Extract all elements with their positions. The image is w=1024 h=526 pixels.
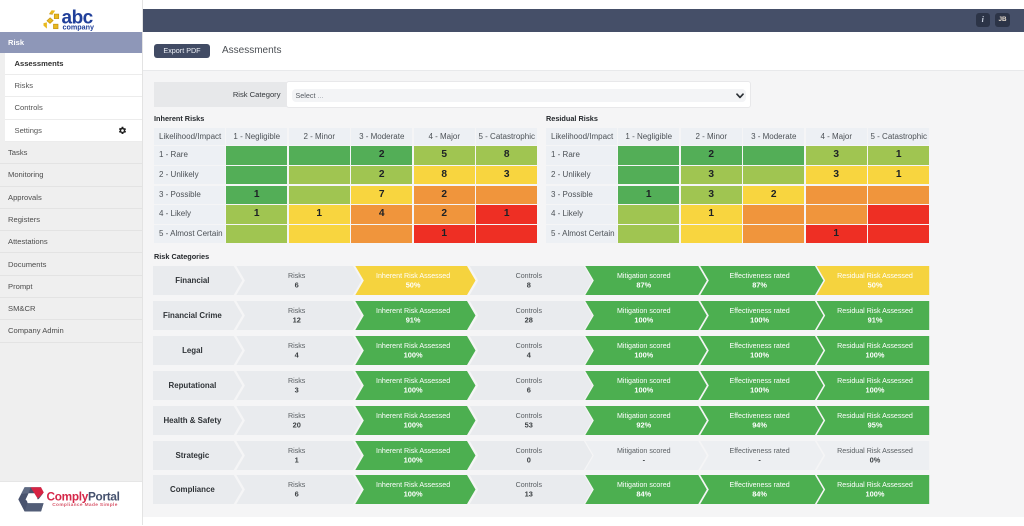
svg-text:Inherent Risk Assessed: Inherent Risk Assessed xyxy=(376,377,450,385)
svg-text:Residual Risk Assessed: Residual Risk Assessed xyxy=(837,412,913,420)
svg-text:6: 6 xyxy=(295,281,299,290)
svg-text:Controls: Controls xyxy=(516,342,543,350)
svg-text:Mitigation scored: Mitigation scored xyxy=(617,272,671,280)
svg-text:Controls: Controls xyxy=(516,447,543,455)
svg-text:87%: 87% xyxy=(752,281,767,290)
svg-text:Compliance Made Simple: Compliance Made Simple xyxy=(52,502,118,508)
svg-text:Controls: Controls xyxy=(516,412,543,420)
svg-text:100%: 100% xyxy=(634,350,653,359)
svg-text:100%: 100% xyxy=(404,420,423,429)
svg-text:95%: 95% xyxy=(868,420,883,429)
svg-text:Inherent Risk Assessed: Inherent Risk Assessed xyxy=(376,412,450,420)
svg-text:Risks: Risks xyxy=(288,307,306,315)
svg-text:abc: abc xyxy=(62,8,94,29)
svg-text:ComplyPortal: ComplyPortal xyxy=(47,489,120,503)
svg-text:3: 3 xyxy=(295,385,299,394)
svg-text:Risks: Risks xyxy=(288,377,306,385)
svg-text:94%: 94% xyxy=(752,420,767,429)
svg-text:53: 53 xyxy=(525,420,533,429)
svg-text:Financial Crime: Financial Crime xyxy=(163,311,222,320)
svg-text:91%: 91% xyxy=(868,315,883,324)
svg-text:Risks: Risks xyxy=(288,342,306,350)
svg-text:Effectiveness rated: Effectiveness rated xyxy=(729,307,789,315)
svg-text:100%: 100% xyxy=(404,490,423,499)
svg-text:Residual Risk Assessed: Residual Risk Assessed xyxy=(837,272,913,280)
svg-text:100%: 100% xyxy=(750,385,769,394)
svg-text:100%: 100% xyxy=(866,490,885,499)
svg-text:Mitigation scored: Mitigation scored xyxy=(617,412,671,420)
svg-text:100%: 100% xyxy=(750,315,769,324)
svg-text:Mitigation scored: Mitigation scored xyxy=(617,342,671,350)
svg-text:Mitigation scored: Mitigation scored xyxy=(617,447,671,455)
svg-text:20: 20 xyxy=(293,420,301,429)
svg-text:100%: 100% xyxy=(634,315,653,324)
svg-text:6: 6 xyxy=(295,490,299,499)
svg-text:100%: 100% xyxy=(404,350,423,359)
svg-text:Mitigation scored: Mitigation scored xyxy=(617,377,671,385)
svg-text:Effectiveness rated: Effectiveness rated xyxy=(729,342,789,350)
svg-text:4: 4 xyxy=(295,350,300,359)
svg-text:Effectiveness rated: Effectiveness rated xyxy=(729,412,789,420)
svg-text:87%: 87% xyxy=(636,281,651,290)
svg-text:-: - xyxy=(643,455,646,464)
svg-text:Reputational: Reputational xyxy=(169,381,217,390)
svg-text:6: 6 xyxy=(527,385,531,394)
svg-text:Residual Risk Assessed: Residual Risk Assessed xyxy=(837,307,913,315)
svg-text:0: 0 xyxy=(527,455,531,464)
svg-text:91%: 91% xyxy=(406,315,421,324)
svg-text:Risks: Risks xyxy=(288,447,306,455)
svg-text:Inherent Risk Assessed: Inherent Risk Assessed xyxy=(376,272,450,280)
svg-text:Mitigation scored: Mitigation scored xyxy=(617,481,671,489)
svg-text:Inherent Risk Assessed: Inherent Risk Assessed xyxy=(376,342,450,350)
svg-text:Controls: Controls xyxy=(516,377,543,385)
svg-text:84%: 84% xyxy=(752,490,767,499)
svg-text:company: company xyxy=(63,22,95,31)
svg-text:8: 8 xyxy=(527,281,531,290)
svg-text:Effectiveness rated: Effectiveness rated xyxy=(729,272,789,280)
svg-text:13: 13 xyxy=(525,490,533,499)
svg-text:Effectiveness rated: Effectiveness rated xyxy=(729,447,789,455)
svg-text:Strategic: Strategic xyxy=(176,451,210,460)
svg-text:Legal: Legal xyxy=(182,346,203,355)
svg-text:-: - xyxy=(758,455,761,464)
svg-text:Residual Risk Assessed: Residual Risk Assessed xyxy=(837,342,913,350)
svg-text:100%: 100% xyxy=(404,385,423,394)
svg-text:84%: 84% xyxy=(636,490,651,499)
svg-text:0%: 0% xyxy=(870,455,881,464)
svg-text:Risks: Risks xyxy=(288,481,306,489)
svg-text:Inherent Risk Assessed: Inherent Risk Assessed xyxy=(376,307,450,315)
svg-text:Residual Risk Assessed: Residual Risk Assessed xyxy=(837,377,913,385)
svg-text:100%: 100% xyxy=(866,385,885,394)
svg-text:Residual Risk Assessed: Residual Risk Assessed xyxy=(837,481,913,489)
svg-text:Controls: Controls xyxy=(516,481,543,489)
svg-text:Controls: Controls xyxy=(516,272,543,280)
svg-text:Residual Risk Assessed: Residual Risk Assessed xyxy=(837,447,913,455)
svg-text:Mitigation scored: Mitigation scored xyxy=(617,307,671,315)
svg-text:Effectiveness rated: Effectiveness rated xyxy=(729,481,789,489)
svg-text:50%: 50% xyxy=(868,281,883,290)
svg-text:92%: 92% xyxy=(636,420,651,429)
svg-text:Financial: Financial xyxy=(175,276,209,285)
svg-text:Controls: Controls xyxy=(516,307,543,315)
svg-text:Compliance: Compliance xyxy=(170,485,215,494)
svg-text:28: 28 xyxy=(525,315,533,324)
svg-text:100%: 100% xyxy=(866,350,885,359)
svg-text:4: 4 xyxy=(527,350,532,359)
svg-text:Inherent Risk Assessed: Inherent Risk Assessed xyxy=(376,481,450,489)
svg-text:100%: 100% xyxy=(750,350,769,359)
svg-text:Health & Safety: Health & Safety xyxy=(163,416,221,425)
svg-text:100%: 100% xyxy=(634,385,653,394)
svg-text:Risks: Risks xyxy=(288,272,306,280)
svg-text:100%: 100% xyxy=(404,455,423,464)
svg-text:12: 12 xyxy=(293,315,301,324)
svg-text:Inherent Risk Assessed: Inherent Risk Assessed xyxy=(376,447,450,455)
svg-text:Risks: Risks xyxy=(288,412,306,420)
svg-text:1: 1 xyxy=(295,455,299,464)
svg-text:50%: 50% xyxy=(406,281,421,290)
svg-text:Effectiveness rated: Effectiveness rated xyxy=(729,377,789,385)
